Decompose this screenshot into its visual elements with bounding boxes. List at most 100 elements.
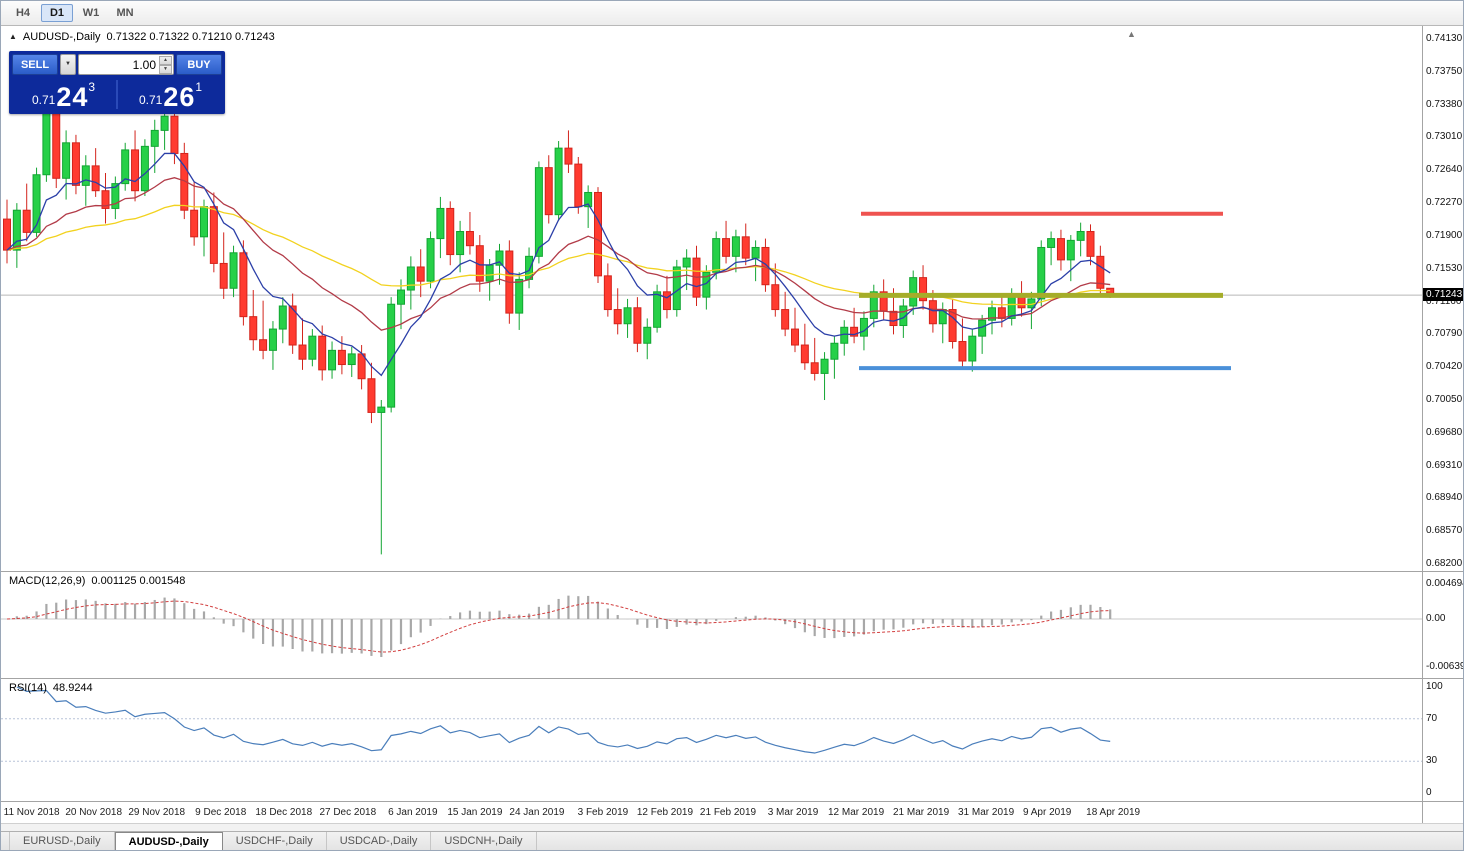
main-chart-panel	[1, 26, 1424, 571]
rsi-scale-label: 100	[1426, 681, 1443, 692]
time-axis-label: 9 Dec 2018	[195, 807, 247, 818]
volume-decrease-button[interactable]: ▼	[159, 65, 172, 74]
sell-price[interactable]: 0.71 24 3	[12, 78, 115, 111]
macd-panel-separator[interactable]	[1, 571, 1463, 572]
rsi-scale-label: 0	[1426, 787, 1432, 798]
time-axis-label: 6 Jan 2019	[388, 807, 438, 818]
time-axis-label: 15 Jan 2019	[447, 807, 503, 818]
price-scale-label: 0.73010	[1426, 131, 1463, 143]
price-scale-label: 0.70420	[1426, 361, 1463, 373]
rsi-panel	[1, 679, 1424, 801]
buy-button[interactable]: BUY	[176, 54, 222, 75]
macd-values: 0.001125 0.001548	[91, 575, 186, 587]
time-axis-label: 12 Mar 2019	[827, 807, 885, 818]
chevron-down-icon: ▼	[65, 61, 71, 67]
chart-tab-usdcad[interactable]: USDCAD-,Daily	[327, 832, 432, 850]
price-scale-label: 0.70790	[1426, 328, 1463, 340]
time-axis-label: 21 Feb 2019	[699, 807, 757, 818]
trade-prices-row: 0.71 24 3 0.71 26 1	[12, 78, 222, 111]
time-axis-label: 18 Apr 2019	[1086, 807, 1141, 818]
time-axis-label: 3 Feb 2019	[577, 807, 629, 818]
price-scale-label: 0.68200	[1426, 558, 1463, 570]
chart-tab-usdchf[interactable]: USDCHF-,Daily	[223, 832, 327, 850]
chart-tab-eurusd[interactable]: EURUSD-,Daily	[9, 832, 115, 850]
sell-button[interactable]: SELL	[12, 54, 58, 75]
rsi-scale-label: 70	[1426, 712, 1438, 724]
current-price-badge: 0.71243	[1423, 288, 1463, 302]
rsi-scale-label: 30	[1426, 755, 1438, 767]
horizontal-scrollbar[interactable]	[1, 823, 1463, 832]
chart-ohlc-values: 0.71322 0.71322 0.71210 0.71243	[106, 31, 275, 43]
one-click-trading-widget: SELL ▼ ▲ ▼ BUY 0.71 24 3 0.71 26	[9, 51, 225, 114]
buy-price-base: 0.71	[138, 93, 163, 107]
rsi-panel-separator[interactable]	[1, 678, 1463, 679]
price-scale-label: 0.69310	[1426, 459, 1463, 471]
chart-tabs: EURUSD-,Daily AUDUSD-,Daily USDCHF-,Daily U…	[9, 832, 537, 850]
rsi-canvas[interactable]	[1, 679, 1424, 801]
time-axis-label: 11 Nov 2018	[3, 807, 60, 818]
time-axis-label: 18 Dec 2018	[255, 807, 313, 818]
buy-price[interactable]: 0.71 26 1	[119, 78, 222, 111]
one-click-toggle-icon[interactable]: ▲	[9, 32, 17, 41]
volume-dropdown-button[interactable]: ▼	[60, 54, 76, 75]
macd-scale-label: -0.00639	[1426, 660, 1464, 672]
time-axis-label: 12 Feb 2019	[636, 807, 694, 818]
chart-tab-audusd[interactable]: AUDUSD-,Daily	[114, 832, 223, 850]
price-scale-label: 0.68570	[1426, 525, 1463, 537]
macd-scale-label: 0.004694	[1426, 577, 1464, 589]
buy-price-big: 26	[163, 82, 196, 112]
main-chart-canvas[interactable]	[1, 26, 1424, 571]
macd-panel	[1, 572, 1424, 678]
sell-price-base: 0.71	[31, 93, 56, 107]
price-scale-label: 0.71900	[1426, 229, 1463, 241]
price-scale-label: 0.73380	[1426, 98, 1463, 110]
timeframe-button-d1[interactable]: D1	[41, 4, 73, 22]
timeframe-button-w1[interactable]: W1	[82, 7, 100, 19]
buy-price-sup: 1	[195, 80, 203, 94]
time-axis-label: 20 Nov 2018	[65, 807, 123, 818]
time-axis-label: 31 Mar 2019	[958, 807, 1015, 818]
collapse-arrow-icon[interactable]: ▲	[1127, 29, 1136, 39]
price-scale-label: 0.71530	[1426, 262, 1463, 274]
price-scale-label: 0.73750	[1426, 65, 1463, 77]
time-axis[interactable]: 11 Nov 2018 20 Nov 2018 29 Nov 2018 9 Dec 2…	[1, 802, 1424, 823]
trade-controls-row: SELL ▼ ▲ ▼ BUY	[12, 54, 222, 75]
macd-canvas[interactable]	[1, 572, 1424, 678]
time-axis-label: 27 Dec 2018	[319, 807, 377, 818]
price-divider	[116, 80, 118, 109]
time-axis-label: 9 Apr 2019	[1022, 807, 1072, 818]
sell-price-big: 24	[56, 82, 89, 112]
macd-scale-label: 0.00	[1426, 613, 1446, 624]
chart-symbol-title: AUDUSD-,Daily	[22, 31, 101, 43]
macd-label: MACD(12,26,9) 0.001125 0.001548	[9, 575, 185, 587]
sell-price-sup: 3	[88, 80, 96, 94]
volume-field: ▲ ▼	[78, 54, 174, 75]
rsi-value: 48.9244	[52, 682, 93, 694]
rsi-name: RSI(14)	[9, 682, 47, 694]
toolbar: H4 D1 W1 MN	[1, 1, 1463, 26]
timeframe-button-mn[interactable]: MN	[116, 7, 134, 19]
rsi-label: RSI(14) 48.9244	[9, 682, 93, 694]
price-scale-label: 0.68940	[1426, 492, 1463, 504]
chart-header: ▲ AUDUSD-,Daily 0.71322 0.71322 0.71210 …	[9, 31, 275, 43]
chart-tabs-bar: EURUSD-,Daily AUDUSD-,Daily USDCHF-,Daily U…	[1, 831, 1463, 850]
timeframe-button-group: H4 D1 W1 MN	[7, 4, 143, 22]
volume-stepper: ▲ ▼	[159, 56, 172, 74]
price-scale-label: 0.72640	[1426, 164, 1463, 176]
price-scale-label: 0.72270	[1426, 197, 1463, 209]
time-axis-separator	[1, 801, 1463, 802]
price-scale-label: 0.70050	[1426, 394, 1463, 406]
price-scale[interactable]: 0.71243 0.74130 0.73750 0.73380 0.73010 0.72…	[1422, 26, 1463, 823]
time-axis-label: 3 Mar 2019	[767, 807, 819, 818]
time-axis-label: 29 Nov 2018	[128, 807, 186, 818]
timeframe-button-h4[interactable]: H4	[15, 7, 31, 19]
price-scale-label: 0.69680	[1426, 426, 1463, 438]
time-axis-label: 24 Jan 2019	[509, 807, 565, 818]
price-scale-label: 0.74130	[1426, 33, 1463, 45]
volume-input[interactable]	[79, 55, 173, 74]
macd-name: MACD(12,26,9)	[9, 575, 86, 587]
time-axis-label: 21 Mar 2019	[893, 807, 950, 818]
chart-tab-usdcnh[interactable]: USDCNH-,Daily	[431, 832, 537, 850]
volume-increase-button[interactable]: ▲	[159, 56, 172, 65]
